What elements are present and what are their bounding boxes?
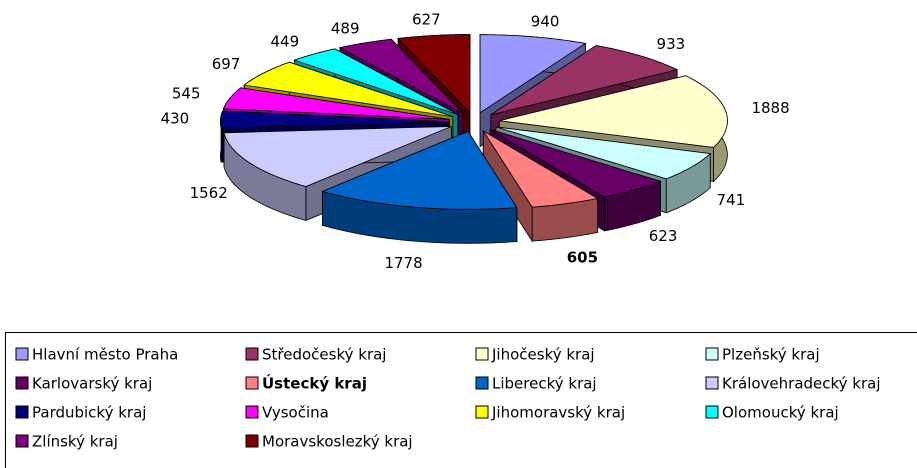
slice xyxy=(293,48,459,115)
legend-swatch xyxy=(245,347,259,361)
slice xyxy=(397,34,471,114)
data-label: 430 xyxy=(161,110,190,128)
legend-swatch xyxy=(705,405,719,419)
slice xyxy=(495,126,712,180)
slice xyxy=(482,129,599,243)
legend-swatch xyxy=(475,376,489,390)
data-label: 1778 xyxy=(384,254,422,272)
legend-swatch xyxy=(15,434,29,448)
pie xyxy=(220,34,728,244)
legend-label: Vysočina xyxy=(262,404,329,422)
slice xyxy=(222,87,450,120)
slice xyxy=(243,61,453,118)
legend-label: Hlavní město Praha xyxy=(32,346,178,364)
legend-swatch xyxy=(245,405,259,419)
legend-swatch xyxy=(245,376,259,390)
data-label: 741 xyxy=(717,191,746,209)
legend-label: Liberecký kraj xyxy=(492,375,597,393)
legend-box xyxy=(5,332,917,468)
data-label: 623 xyxy=(649,227,678,245)
legend-label: Ústecký kraj xyxy=(262,374,367,393)
data-label: 1562 xyxy=(190,184,228,202)
data-label: 940 xyxy=(531,12,560,30)
slice xyxy=(482,130,599,208)
slice xyxy=(490,45,679,116)
legend-label: Královehradecký kraj xyxy=(722,375,881,393)
legend-swatch xyxy=(475,347,489,361)
legend-swatch xyxy=(15,405,29,419)
slice xyxy=(223,125,452,222)
legend-label: Plzeňský kraj xyxy=(722,346,820,364)
legend-swatch xyxy=(705,347,719,361)
legend-label: Zlínský kraj xyxy=(32,433,118,451)
legend-swatch xyxy=(475,405,489,419)
slice xyxy=(479,34,587,114)
slice xyxy=(338,38,464,114)
data-label: 545 xyxy=(172,84,201,102)
data-label: 933 xyxy=(657,35,686,53)
slice xyxy=(499,75,728,148)
data-label: 489 xyxy=(331,19,360,37)
data-label: 605 xyxy=(567,248,598,266)
slice xyxy=(321,130,518,210)
data-label: 697 xyxy=(212,55,241,73)
legend-label: Jihomoravský kraj xyxy=(491,404,625,422)
slice xyxy=(223,126,452,187)
data-label: 627 xyxy=(412,11,441,29)
legend-label: Pardubický kraj xyxy=(32,404,146,422)
data-label: 449 xyxy=(271,33,300,51)
legend-label: Moravskoslezký kraj xyxy=(262,433,413,451)
slice xyxy=(220,110,449,129)
legend-swatch xyxy=(245,434,259,448)
legend-swatch xyxy=(15,376,29,390)
legend-label: Karlovarský kraj xyxy=(32,375,152,393)
legend-swatch xyxy=(15,347,29,361)
legend-label: Jihočeský kraj xyxy=(491,346,595,364)
legend-label: Středočeský kraj xyxy=(262,346,386,364)
slice xyxy=(321,129,518,244)
legend-swatch xyxy=(705,376,719,390)
data-label: 1888 xyxy=(751,99,789,117)
legend-label: Olomoucký kraj xyxy=(722,404,839,422)
slice xyxy=(489,129,662,198)
